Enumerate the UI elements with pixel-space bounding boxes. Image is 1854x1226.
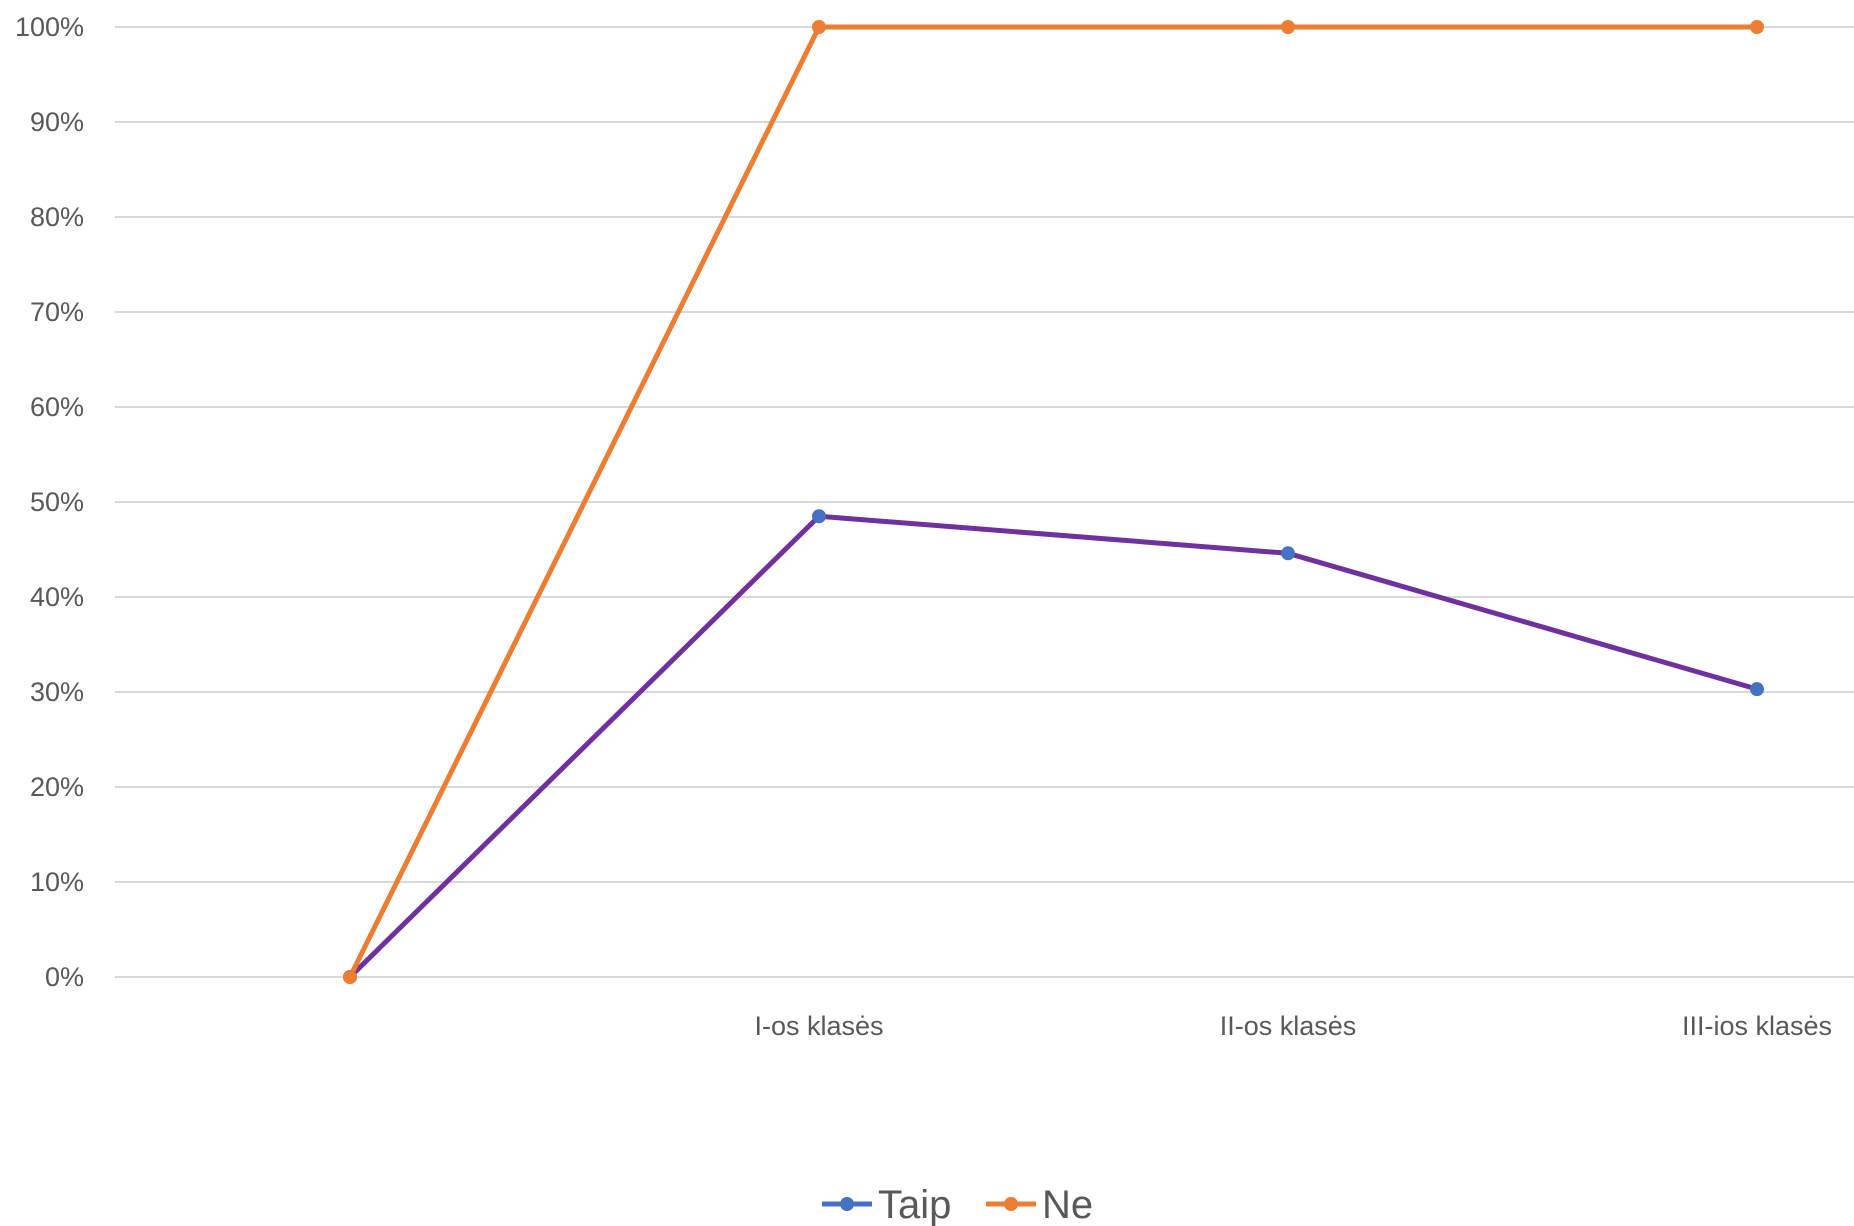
legend: Taip Ne	[822, 1183, 1093, 1226]
data-point-ne	[1750, 20, 1764, 34]
y-tick-label: 30%	[30, 677, 84, 707]
data-point-taip	[1750, 682, 1764, 697]
y-tick-label: 0%	[45, 962, 84, 992]
legend-item-ne: Ne	[986, 1183, 1093, 1226]
gridlines	[115, 26, 1854, 978]
y-tick-label: 70%	[30, 297, 84, 327]
data-point-ne	[343, 970, 357, 984]
series-line-ne	[347, 24, 1760, 980]
legend-label: Taip	[878, 1183, 951, 1226]
x-tick-label: II-os klasės	[1220, 1011, 1357, 1041]
y-tick-label: 90%	[30, 107, 84, 137]
data-point-taip	[812, 509, 826, 524]
legend-item-taip: Taip	[822, 1183, 951, 1226]
series-line-taip	[347, 513, 1760, 980]
series-markers	[343, 20, 1764, 984]
legend-swatch-marker	[1004, 1197, 1018, 1211]
y-axis-tick-labels: 0% 10% 20% 30% 40% 50% 60% 70% 80% 90% 100%	[15, 12, 84, 992]
y-tick-label: 50%	[30, 487, 84, 517]
legend-swatch-marker	[840, 1197, 854, 1211]
x-tick-label: III-ios klasės	[1682, 1011, 1832, 1041]
x-axis-tick-labels: I-os klasės II-os klasės III-ios klasės	[754, 1011, 1832, 1041]
y-tick-label: 60%	[30, 392, 84, 422]
series-lines	[347, 24, 1760, 980]
y-tick-label: 100%	[15, 12, 84, 42]
data-point-ne	[812, 20, 826, 34]
y-tick-label: 10%	[30, 867, 84, 897]
y-tick-label: 40%	[30, 582, 84, 612]
y-tick-label: 20%	[30, 772, 84, 802]
data-point-taip	[1281, 546, 1295, 561]
x-tick-label: I-os klasės	[754, 1011, 883, 1041]
y-tick-label: 80%	[30, 202, 84, 232]
legend-label: Ne	[1042, 1183, 1093, 1226]
data-point-ne	[1281, 20, 1295, 34]
